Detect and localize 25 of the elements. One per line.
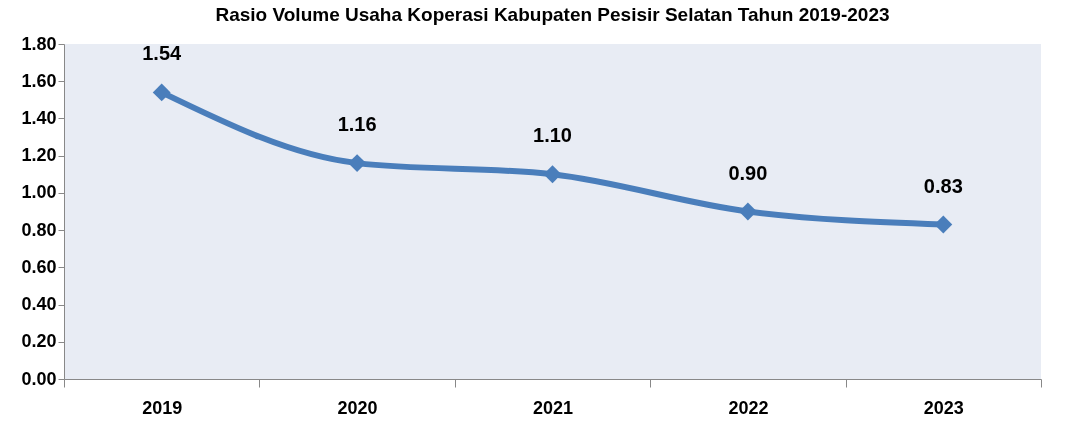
point bbox=[152, 83, 171, 102]
y-tick-label: 1.40 bbox=[21, 107, 57, 128]
y-tick-label: 0.00 bbox=[21, 368, 57, 389]
x-tick-label: 2020 bbox=[337, 397, 378, 418]
point bbox=[543, 165, 562, 184]
x-tick-label: 2021 bbox=[532, 397, 574, 418]
data-label: 1.10 bbox=[533, 124, 572, 147]
point bbox=[738, 202, 757, 221]
x-tick-label: 2023 bbox=[923, 397, 964, 418]
x-tick-label: 2019 bbox=[142, 397, 183, 418]
y-tick-label: 1.20 bbox=[21, 145, 57, 166]
data-label: 0.83 bbox=[923, 174, 963, 197]
y-tick-label: 0.40 bbox=[21, 294, 57, 315]
y-tick-label: 1.80 bbox=[21, 33, 57, 54]
y-tick-label: 0.20 bbox=[21, 331, 57, 352]
y-tick-label: 1.60 bbox=[21, 70, 57, 91]
x-tick-label: 2022 bbox=[728, 397, 769, 418]
data-label: 0.90 bbox=[728, 161, 768, 184]
y-tick-label: 0.80 bbox=[21, 219, 57, 240]
point bbox=[348, 154, 367, 173]
data-label: 1.16 bbox=[337, 113, 377, 136]
y-tick-label: 1.00 bbox=[21, 182, 57, 203]
y-tick-label: 0.60 bbox=[21, 256, 57, 277]
data-label: 1.54 bbox=[142, 42, 183, 65]
chart-title: Rasio Volume Usaha Koperasi Kabupaten Pesisir Selatan Tahun 2019-2023 bbox=[215, 4, 890, 25]
